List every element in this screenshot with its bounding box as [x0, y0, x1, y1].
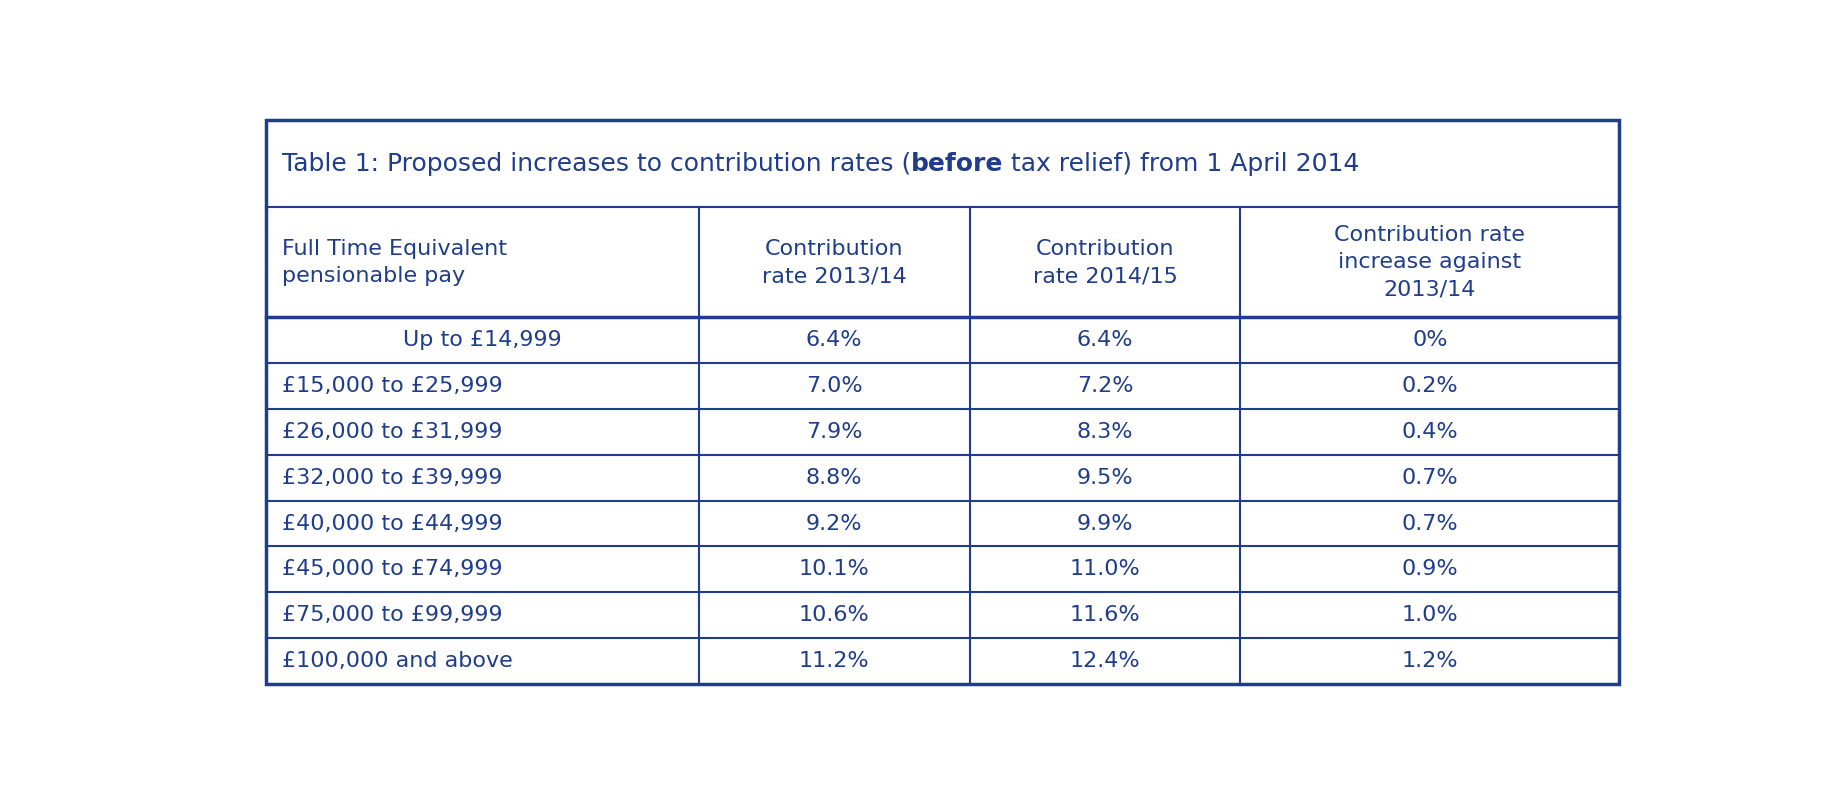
Text: £32,000 to £39,999: £32,000 to £39,999: [281, 468, 502, 488]
Text: 7.0%: 7.0%: [805, 377, 862, 396]
Text: £26,000 to £31,999: £26,000 to £31,999: [281, 422, 502, 442]
Text: 7.2%: 7.2%: [1076, 377, 1133, 396]
Text: 0.7%: 0.7%: [1401, 468, 1458, 488]
Text: Up to £14,999: Up to £14,999: [403, 330, 561, 350]
Text: Contribution
rate 2014/15: Contribution rate 2014/15: [1032, 239, 1177, 286]
Text: £15,000 to £25,999: £15,000 to £25,999: [281, 377, 502, 396]
Text: 0.2%: 0.2%: [1401, 377, 1458, 396]
Text: 0.9%: 0.9%: [1401, 560, 1458, 579]
Text: Full Time Equivalent
pensionable pay: Full Time Equivalent pensionable pay: [281, 239, 508, 286]
Text: 11.2%: 11.2%: [798, 651, 870, 671]
Text: 12.4%: 12.4%: [1070, 651, 1140, 671]
Text: 8.8%: 8.8%: [805, 468, 862, 488]
Text: 9.9%: 9.9%: [1076, 513, 1133, 533]
Text: 9.5%: 9.5%: [1076, 468, 1133, 488]
Text: 11.0%: 11.0%: [1070, 560, 1140, 579]
Text: 6.4%: 6.4%: [805, 330, 862, 350]
Text: 11.6%: 11.6%: [1070, 605, 1140, 625]
Text: 0.7%: 0.7%: [1401, 513, 1458, 533]
Text: 10.6%: 10.6%: [798, 605, 870, 625]
Text: 0.4%: 0.4%: [1401, 422, 1458, 442]
Text: 9.2%: 9.2%: [805, 513, 862, 533]
Text: £45,000 to £74,999: £45,000 to £74,999: [281, 560, 502, 579]
Text: Table 1: Proposed increases to contribution rates (: Table 1: Proposed increases to contribut…: [281, 152, 910, 176]
Text: 0%: 0%: [1412, 330, 1447, 350]
Text: £75,000 to £99,999: £75,000 to £99,999: [281, 605, 502, 625]
Text: £40,000 to £44,999: £40,000 to £44,999: [281, 513, 502, 533]
Text: 1.2%: 1.2%: [1401, 651, 1458, 671]
Text: £100,000 and above: £100,000 and above: [281, 651, 513, 671]
Text: 6.4%: 6.4%: [1076, 330, 1133, 350]
Text: 7.9%: 7.9%: [805, 422, 862, 442]
Text: 10.1%: 10.1%: [798, 560, 870, 579]
Text: Contribution
rate 2013/14: Contribution rate 2013/14: [761, 239, 907, 286]
Text: tax relief) from 1 April 2014: tax relief) from 1 April 2014: [1004, 152, 1359, 176]
Text: 1.0%: 1.0%: [1401, 605, 1458, 625]
Text: 8.3%: 8.3%: [1076, 422, 1133, 442]
Text: Contribution rate
increase against
2013/14: Contribution rate increase against 2013/…: [1335, 225, 1525, 299]
Text: before: before: [910, 152, 1004, 176]
